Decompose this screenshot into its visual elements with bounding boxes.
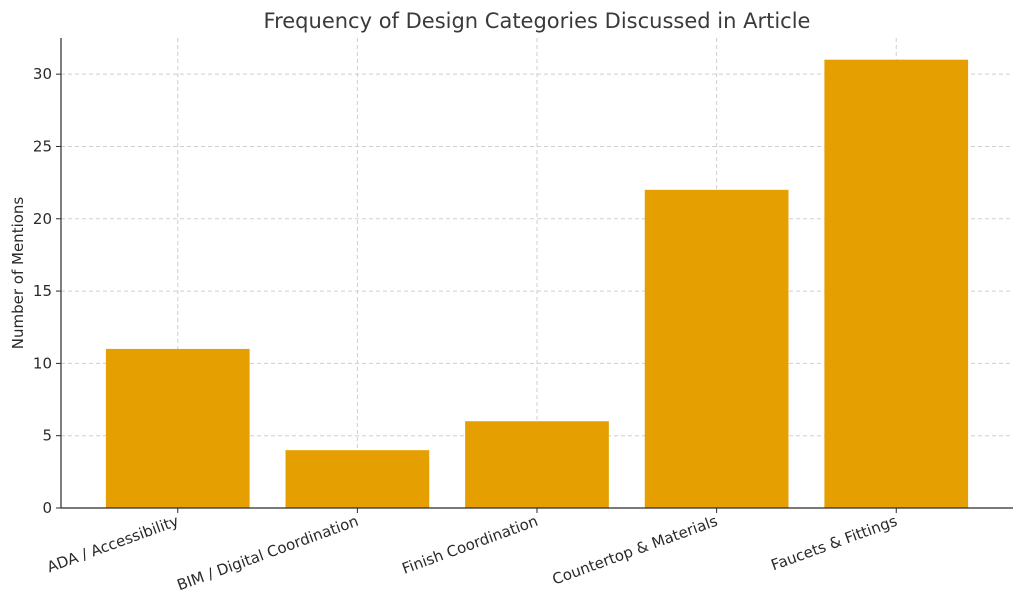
bar	[644, 189, 789, 508]
axes	[56, 38, 1013, 513]
y-axis-label: Number of Mentions	[9, 197, 27, 350]
y-tick-label: 20	[33, 210, 52, 228]
bar	[824, 59, 969, 508]
y-tick-label: 30	[33, 65, 52, 83]
y-tick-label: 10	[33, 354, 52, 372]
x-tick-label: Countertop & Materials	[550, 512, 720, 589]
x-tick-label: Faucets & Fittings	[769, 512, 900, 574]
y-tick-label: 15	[33, 282, 52, 300]
x-tick-label: BIM / Digital Coordination	[175, 512, 361, 594]
chart-title: Frequency of Design Categories Discussed…	[264, 9, 811, 33]
x-tick-label: Finish Coordination	[400, 512, 541, 578]
y-tick-label: 0	[42, 499, 52, 517]
bar	[105, 348, 250, 508]
x-tick-label: ADA / Accessibility	[45, 512, 182, 576]
bars	[105, 59, 969, 508]
bar	[465, 421, 609, 508]
y-tick-label: 5	[42, 427, 52, 445]
y-tick-label: 25	[33, 137, 52, 155]
bar	[285, 450, 430, 508]
